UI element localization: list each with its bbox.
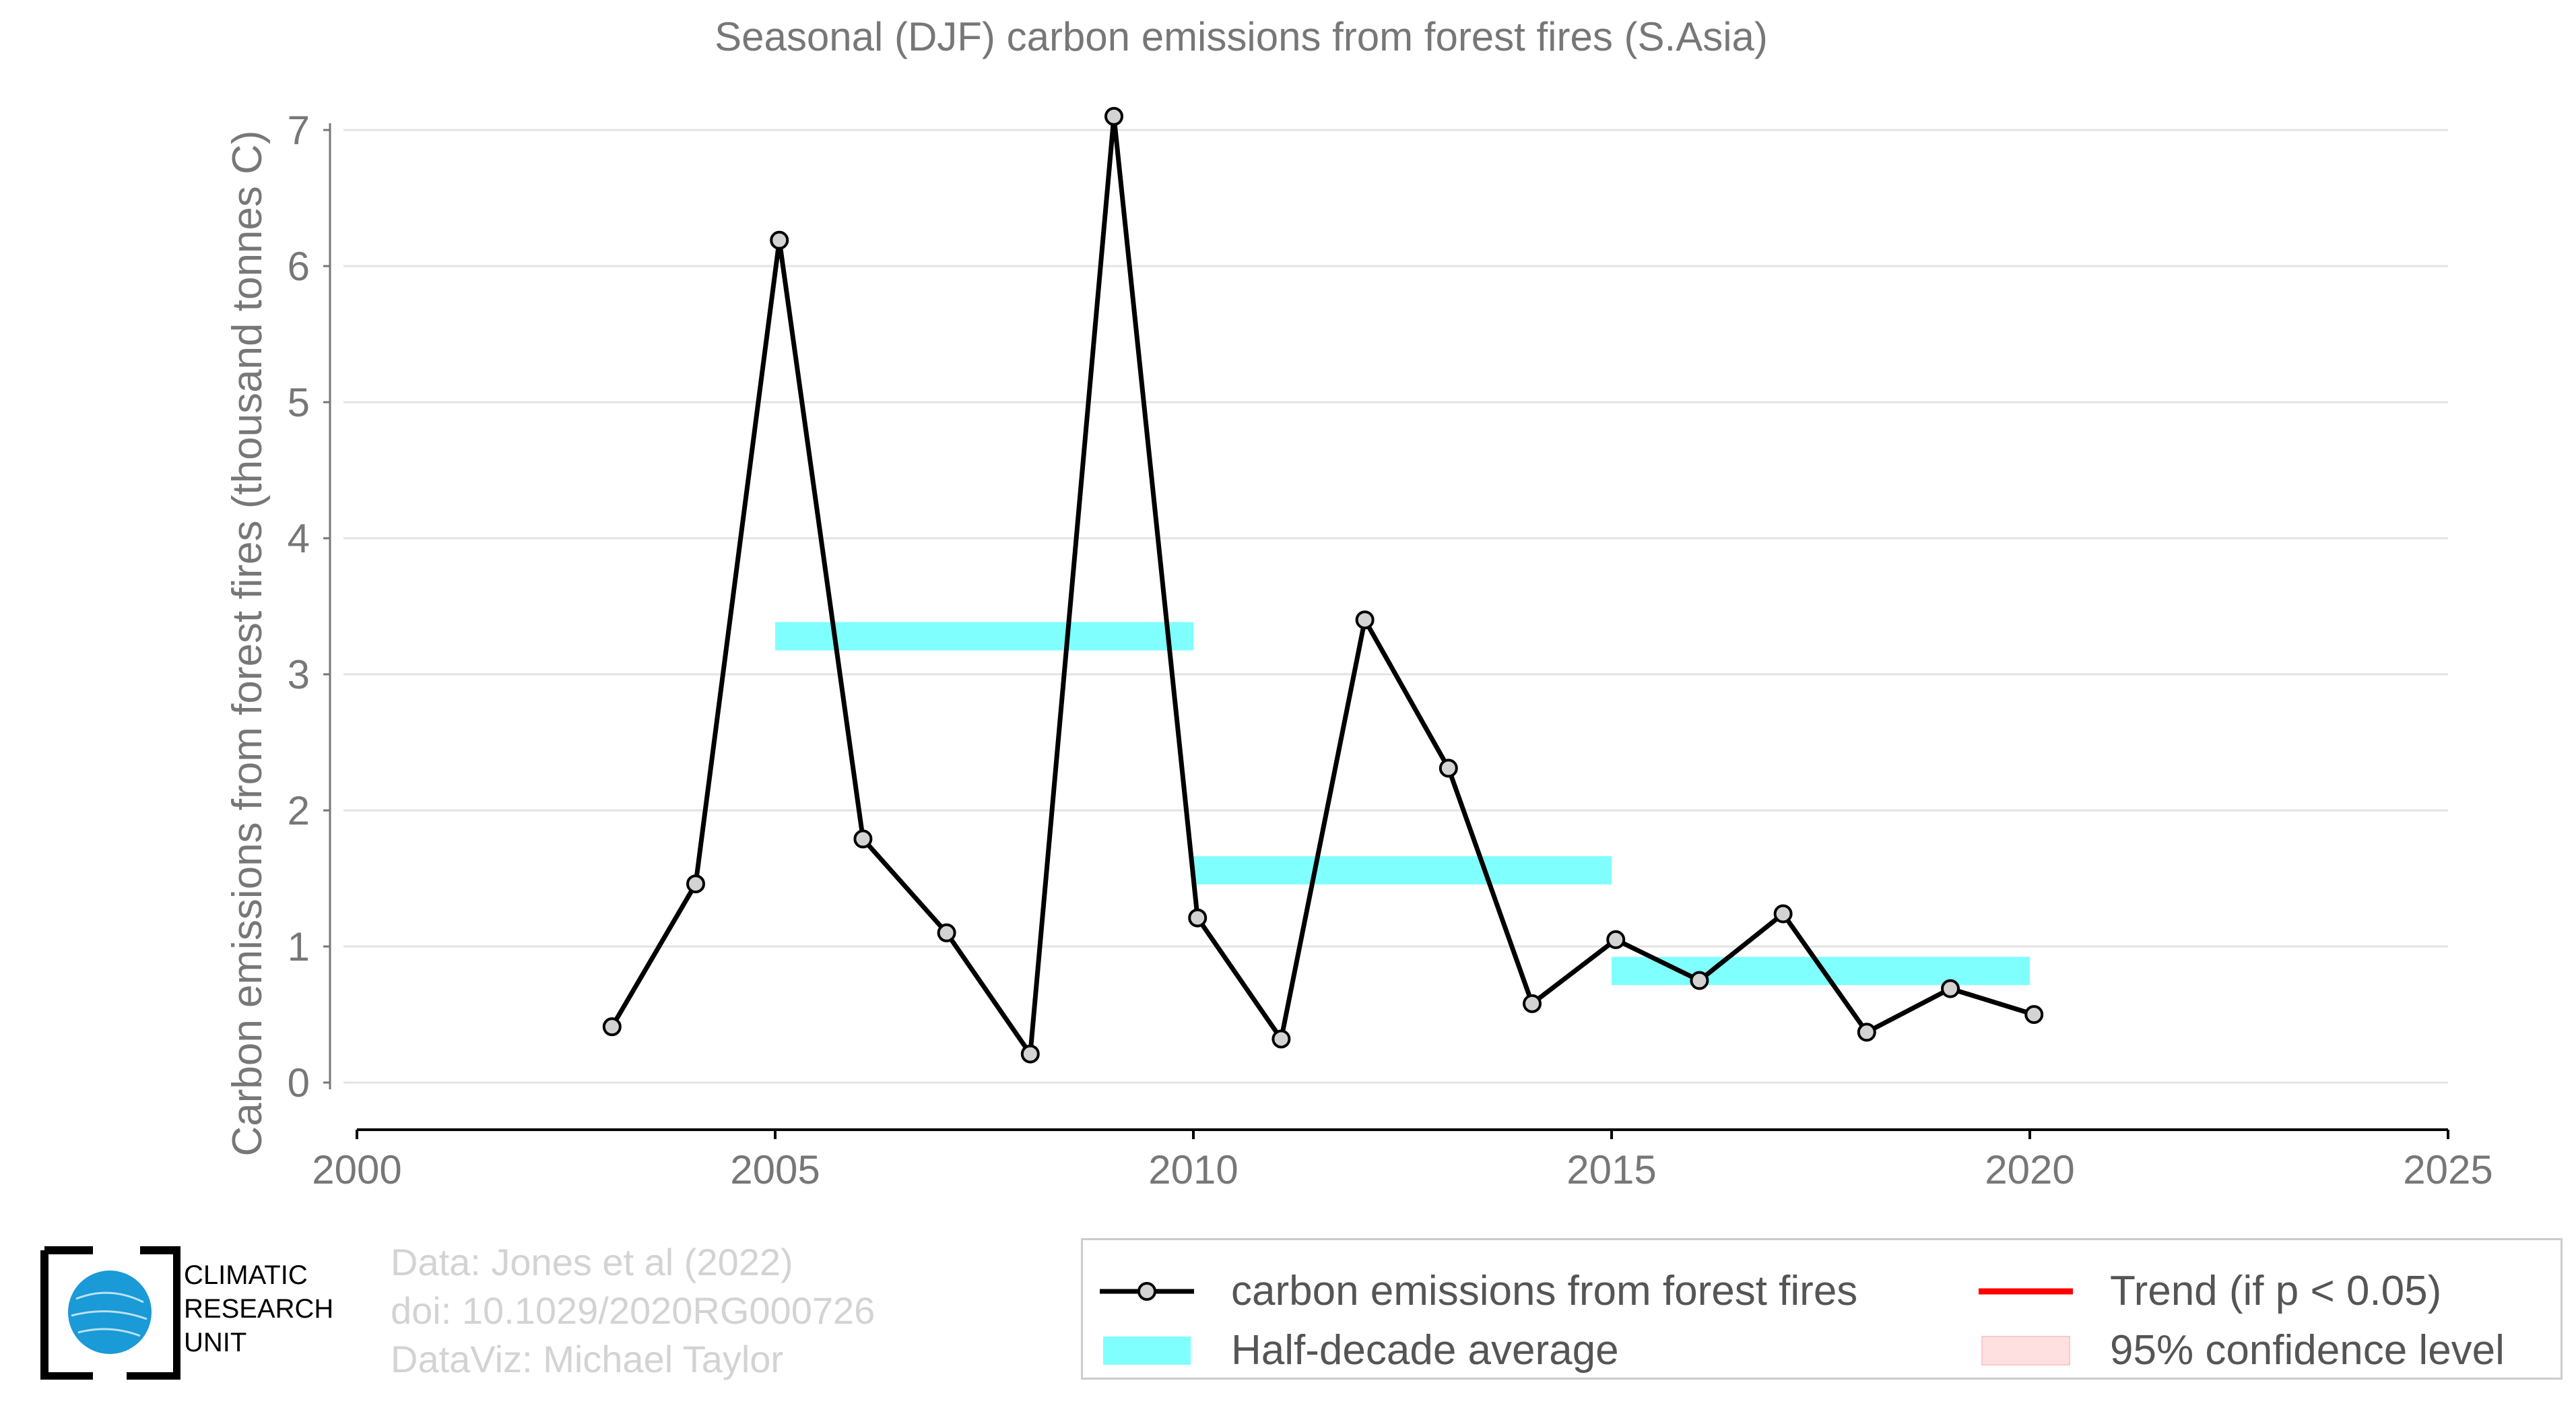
y-tick-label: 0 bbox=[288, 1060, 310, 1105]
dataviz-credit: DataViz: Michael Taylor bbox=[391, 1338, 784, 1380]
data-point bbox=[1941, 979, 1960, 998]
emissions-line bbox=[609, 114, 2035, 1057]
data-point bbox=[937, 923, 956, 942]
x-tick-label: 2025 bbox=[2403, 1147, 2492, 1192]
x-tick-label: 2015 bbox=[1566, 1147, 1656, 1192]
x-tick-label: 2020 bbox=[1985, 1147, 2074, 1192]
legend-label-emissions: carbon emissions from forest fires bbox=[1231, 1268, 1858, 1314]
x-tick-label: 2005 bbox=[730, 1147, 820, 1192]
x-tick-label: 2000 bbox=[312, 1147, 401, 1192]
source-credits: Data: Jones et al (2022) doi: 10.1029/20… bbox=[391, 1238, 875, 1384]
data-point bbox=[1773, 904, 1793, 924]
data-point bbox=[1857, 1023, 1876, 1042]
data-point bbox=[1439, 759, 1458, 778]
y-tick-label: 3 bbox=[288, 652, 310, 697]
line-marker-icon bbox=[1100, 1281, 1194, 1301]
chart-title: Seasonal (DJF) carbon emissions from for… bbox=[715, 14, 1768, 59]
x-tick-label: 2010 bbox=[1148, 1147, 1238, 1192]
legend-label-confidence: 95% confidence level bbox=[2110, 1327, 2505, 1374]
logo-line-2: RESEARCH bbox=[184, 1294, 334, 1324]
data-point bbox=[1188, 908, 1208, 928]
confidence-swatch-icon bbox=[1981, 1335, 2070, 1365]
half-decade-average-bar bbox=[775, 622, 1193, 651]
logo-line-3: UNIT bbox=[184, 1328, 247, 1357]
data-point bbox=[1690, 971, 1709, 990]
cru-logo: CLIMATIC RESEARCH UNIT bbox=[39, 1245, 369, 1380]
y-tick-label: 4 bbox=[288, 516, 310, 561]
y-tick-label: 1 bbox=[288, 924, 310, 969]
y-axis-label: Carbon emissions from forest fires (thou… bbox=[224, 130, 271, 1156]
data-point bbox=[1355, 610, 1375, 630]
bar-swatch-icon bbox=[1103, 1336, 1191, 1365]
data-point bbox=[853, 829, 873, 849]
data-point bbox=[1523, 994, 1542, 1013]
cru-globe-icon bbox=[40, 1246, 180, 1380]
legend-item-average: Half-decade average bbox=[1100, 1326, 1619, 1374]
legend-item-confidence: 95% confidence level bbox=[1979, 1326, 2505, 1374]
data-point bbox=[770, 230, 789, 250]
data-point bbox=[686, 874, 706, 894]
legend-item-emissions: carbon emissions from forest fires bbox=[1100, 1267, 1857, 1315]
chart-area: Seasonal (DJF) carbon emissions from for… bbox=[224, 14, 2493, 1192]
legend-label-trend: Trend (if p < 0.05) bbox=[2110, 1268, 2442, 1314]
logo-line-1: CLIMATIC bbox=[184, 1260, 308, 1290]
y-tick-label: 5 bbox=[288, 380, 310, 425]
y-tick-labels: 0 1 2 3 4 5 6 7 bbox=[288, 108, 331, 1105]
half-decade-average-bar bbox=[1193, 856, 1612, 884]
data-source: Data: Jones et al (2022) bbox=[391, 1241, 793, 1283]
data-point bbox=[1020, 1044, 1040, 1064]
half-decade-average-bars bbox=[775, 622, 2030, 986]
x-axis: 2000 2005 2010 2015 2020 2025 bbox=[312, 1128, 2493, 1192]
legend-item-trend: Trend (if p < 0.05) bbox=[1979, 1267, 2441, 1315]
trend-line-icon bbox=[1979, 1288, 2073, 1294]
doi: doi: 10.1029/2020RG000726 bbox=[391, 1289, 876, 1332]
data-point bbox=[1104, 106, 1124, 126]
legend: carbon emissions from forest fires Half-… bbox=[1081, 1238, 2563, 1380]
legend-label-average: Half-decade average bbox=[1231, 1327, 1619, 1374]
data-point bbox=[2024, 1005, 2044, 1024]
data-point bbox=[1606, 930, 1626, 949]
y-tick-label: 6 bbox=[288, 244, 310, 289]
emissions-series bbox=[602, 106, 2044, 1064]
cru-logo-text: CLIMATIC RESEARCH UNIT bbox=[184, 1258, 333, 1359]
data-point bbox=[1272, 1029, 1291, 1049]
y-tick-label: 2 bbox=[288, 788, 310, 833]
data-point bbox=[602, 1017, 622, 1037]
y-tick-label: 7 bbox=[288, 108, 310, 153]
gridlines bbox=[343, 129, 2448, 1084]
